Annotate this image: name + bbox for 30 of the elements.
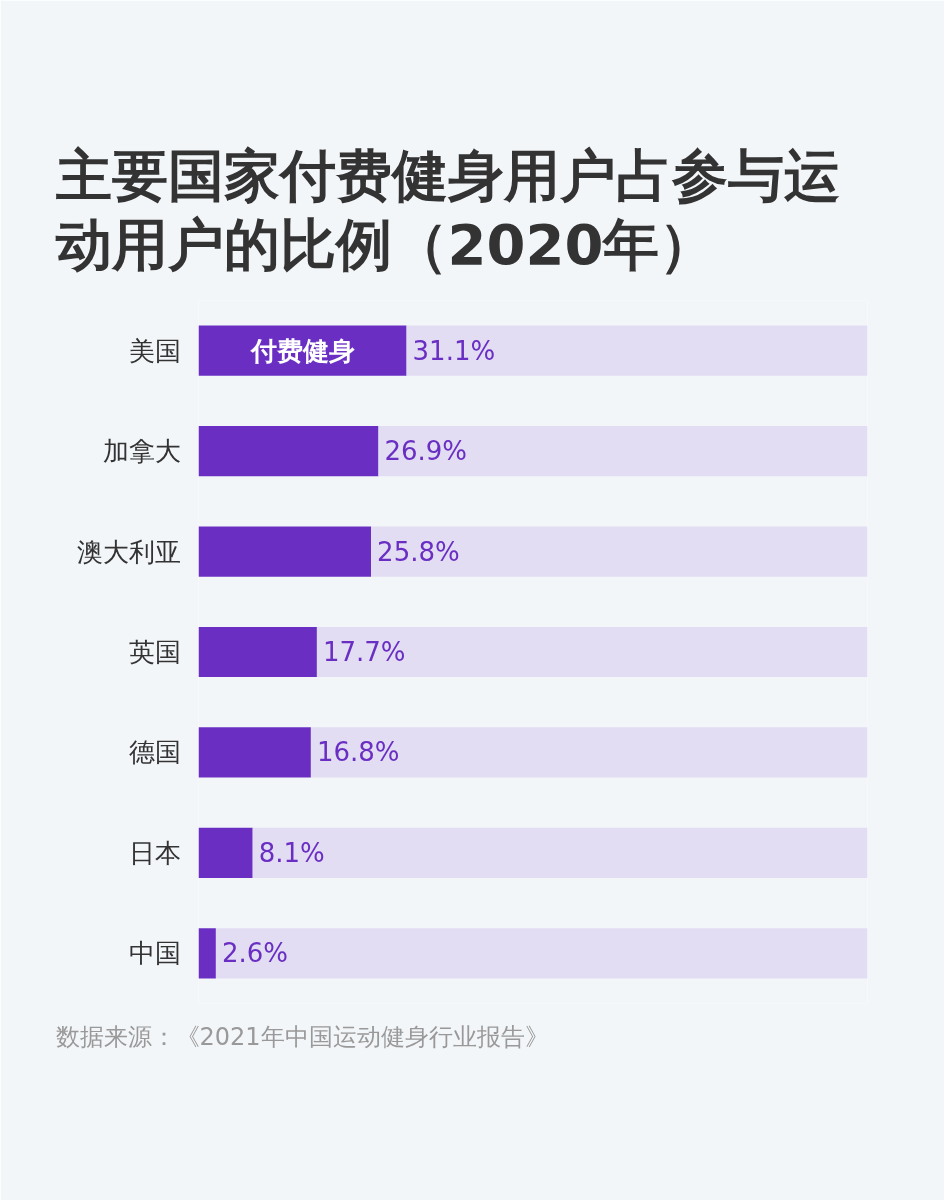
y-tick-label: 德国 xyxy=(128,737,181,768)
bar xyxy=(371,526,868,577)
data-label: 31.1% xyxy=(412,335,496,366)
bar xyxy=(198,727,311,778)
y-tick-label: 日本 xyxy=(128,837,181,868)
data-label: 17.7% xyxy=(322,637,406,667)
bar xyxy=(406,325,868,376)
data-label: 8.1% xyxy=(258,837,325,868)
bar xyxy=(198,526,372,577)
data-label: 25.8% xyxy=(377,536,460,567)
bar xyxy=(316,626,868,678)
y-tick-label: 英国 xyxy=(128,637,181,667)
bar xyxy=(252,827,868,878)
bar xyxy=(198,928,216,979)
bar xyxy=(215,928,868,979)
data-label: 26.9% xyxy=(384,436,468,467)
bar xyxy=(310,727,868,778)
data-label: 2.6% xyxy=(221,938,288,969)
chart-title: 主要国家付费健身用户占参与运动用户的比例（2020年） xyxy=(54,143,840,277)
y-tick-label: 加拿大 xyxy=(102,436,181,467)
data-label: 16.8% xyxy=(316,737,400,768)
bar xyxy=(378,426,868,477)
bar xyxy=(198,626,317,678)
series-label: 付费健身 xyxy=(249,335,355,366)
bar xyxy=(198,426,379,477)
bar xyxy=(198,827,253,878)
y-tick-label: 美国 xyxy=(128,335,181,366)
y-tick-label: 中国 xyxy=(128,938,181,969)
y-tick-label: 澳大利亚 xyxy=(76,536,181,567)
source-note: 数据来源：《2021年中国运动健身行业报告》 xyxy=(55,1022,549,1051)
